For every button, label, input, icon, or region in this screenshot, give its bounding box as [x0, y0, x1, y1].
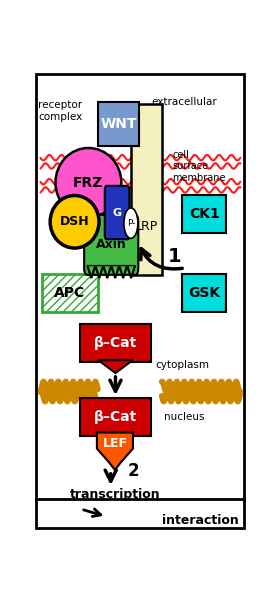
Text: GSK: GSK — [188, 286, 220, 300]
Text: receptor
complex: receptor complex — [38, 100, 83, 122]
FancyBboxPatch shape — [182, 195, 226, 233]
Text: 1: 1 — [168, 247, 181, 266]
FancyBboxPatch shape — [182, 274, 226, 311]
Text: interaction: interaction — [162, 514, 238, 527]
Polygon shape — [97, 432, 133, 470]
Text: P-: P- — [127, 219, 135, 228]
Text: CK1: CK1 — [189, 207, 219, 222]
Text: β–Cat: β–Cat — [94, 336, 137, 350]
Polygon shape — [127, 265, 135, 278]
Text: cytoplasm: cytoplasm — [155, 360, 209, 370]
Text: Axin: Axin — [96, 238, 127, 252]
Text: β–Cat: β–Cat — [94, 410, 137, 423]
Text: DSH: DSH — [60, 215, 89, 228]
Polygon shape — [98, 434, 133, 447]
Ellipse shape — [50, 195, 99, 248]
FancyArrowPatch shape — [141, 249, 182, 269]
FancyBboxPatch shape — [105, 186, 129, 240]
FancyBboxPatch shape — [36, 74, 244, 501]
Text: FRZ: FRZ — [73, 176, 104, 189]
FancyBboxPatch shape — [80, 398, 151, 436]
Polygon shape — [87, 265, 95, 278]
Polygon shape — [119, 265, 127, 278]
Text: nucleus: nucleus — [164, 412, 204, 422]
Text: extracellular: extracellular — [151, 97, 217, 107]
Text: LEF: LEF — [102, 437, 127, 450]
Text: transcription: transcription — [70, 488, 160, 501]
FancyBboxPatch shape — [131, 104, 162, 275]
Text: cell
surface
membrane: cell surface membrane — [172, 150, 226, 183]
Text: WNT: WNT — [100, 117, 137, 131]
Text: APC: APC — [54, 286, 85, 300]
FancyBboxPatch shape — [42, 274, 98, 311]
FancyBboxPatch shape — [36, 498, 244, 528]
FancyBboxPatch shape — [98, 102, 139, 146]
FancyBboxPatch shape — [84, 215, 138, 275]
Ellipse shape — [55, 148, 121, 217]
Text: LRP: LRP — [135, 219, 158, 232]
Polygon shape — [95, 265, 103, 278]
Polygon shape — [98, 360, 133, 373]
FancyBboxPatch shape — [80, 323, 151, 362]
Polygon shape — [103, 265, 111, 278]
Text: 2: 2 — [127, 462, 139, 480]
Polygon shape — [111, 265, 119, 278]
Circle shape — [124, 208, 138, 238]
Text: G: G — [113, 208, 122, 217]
